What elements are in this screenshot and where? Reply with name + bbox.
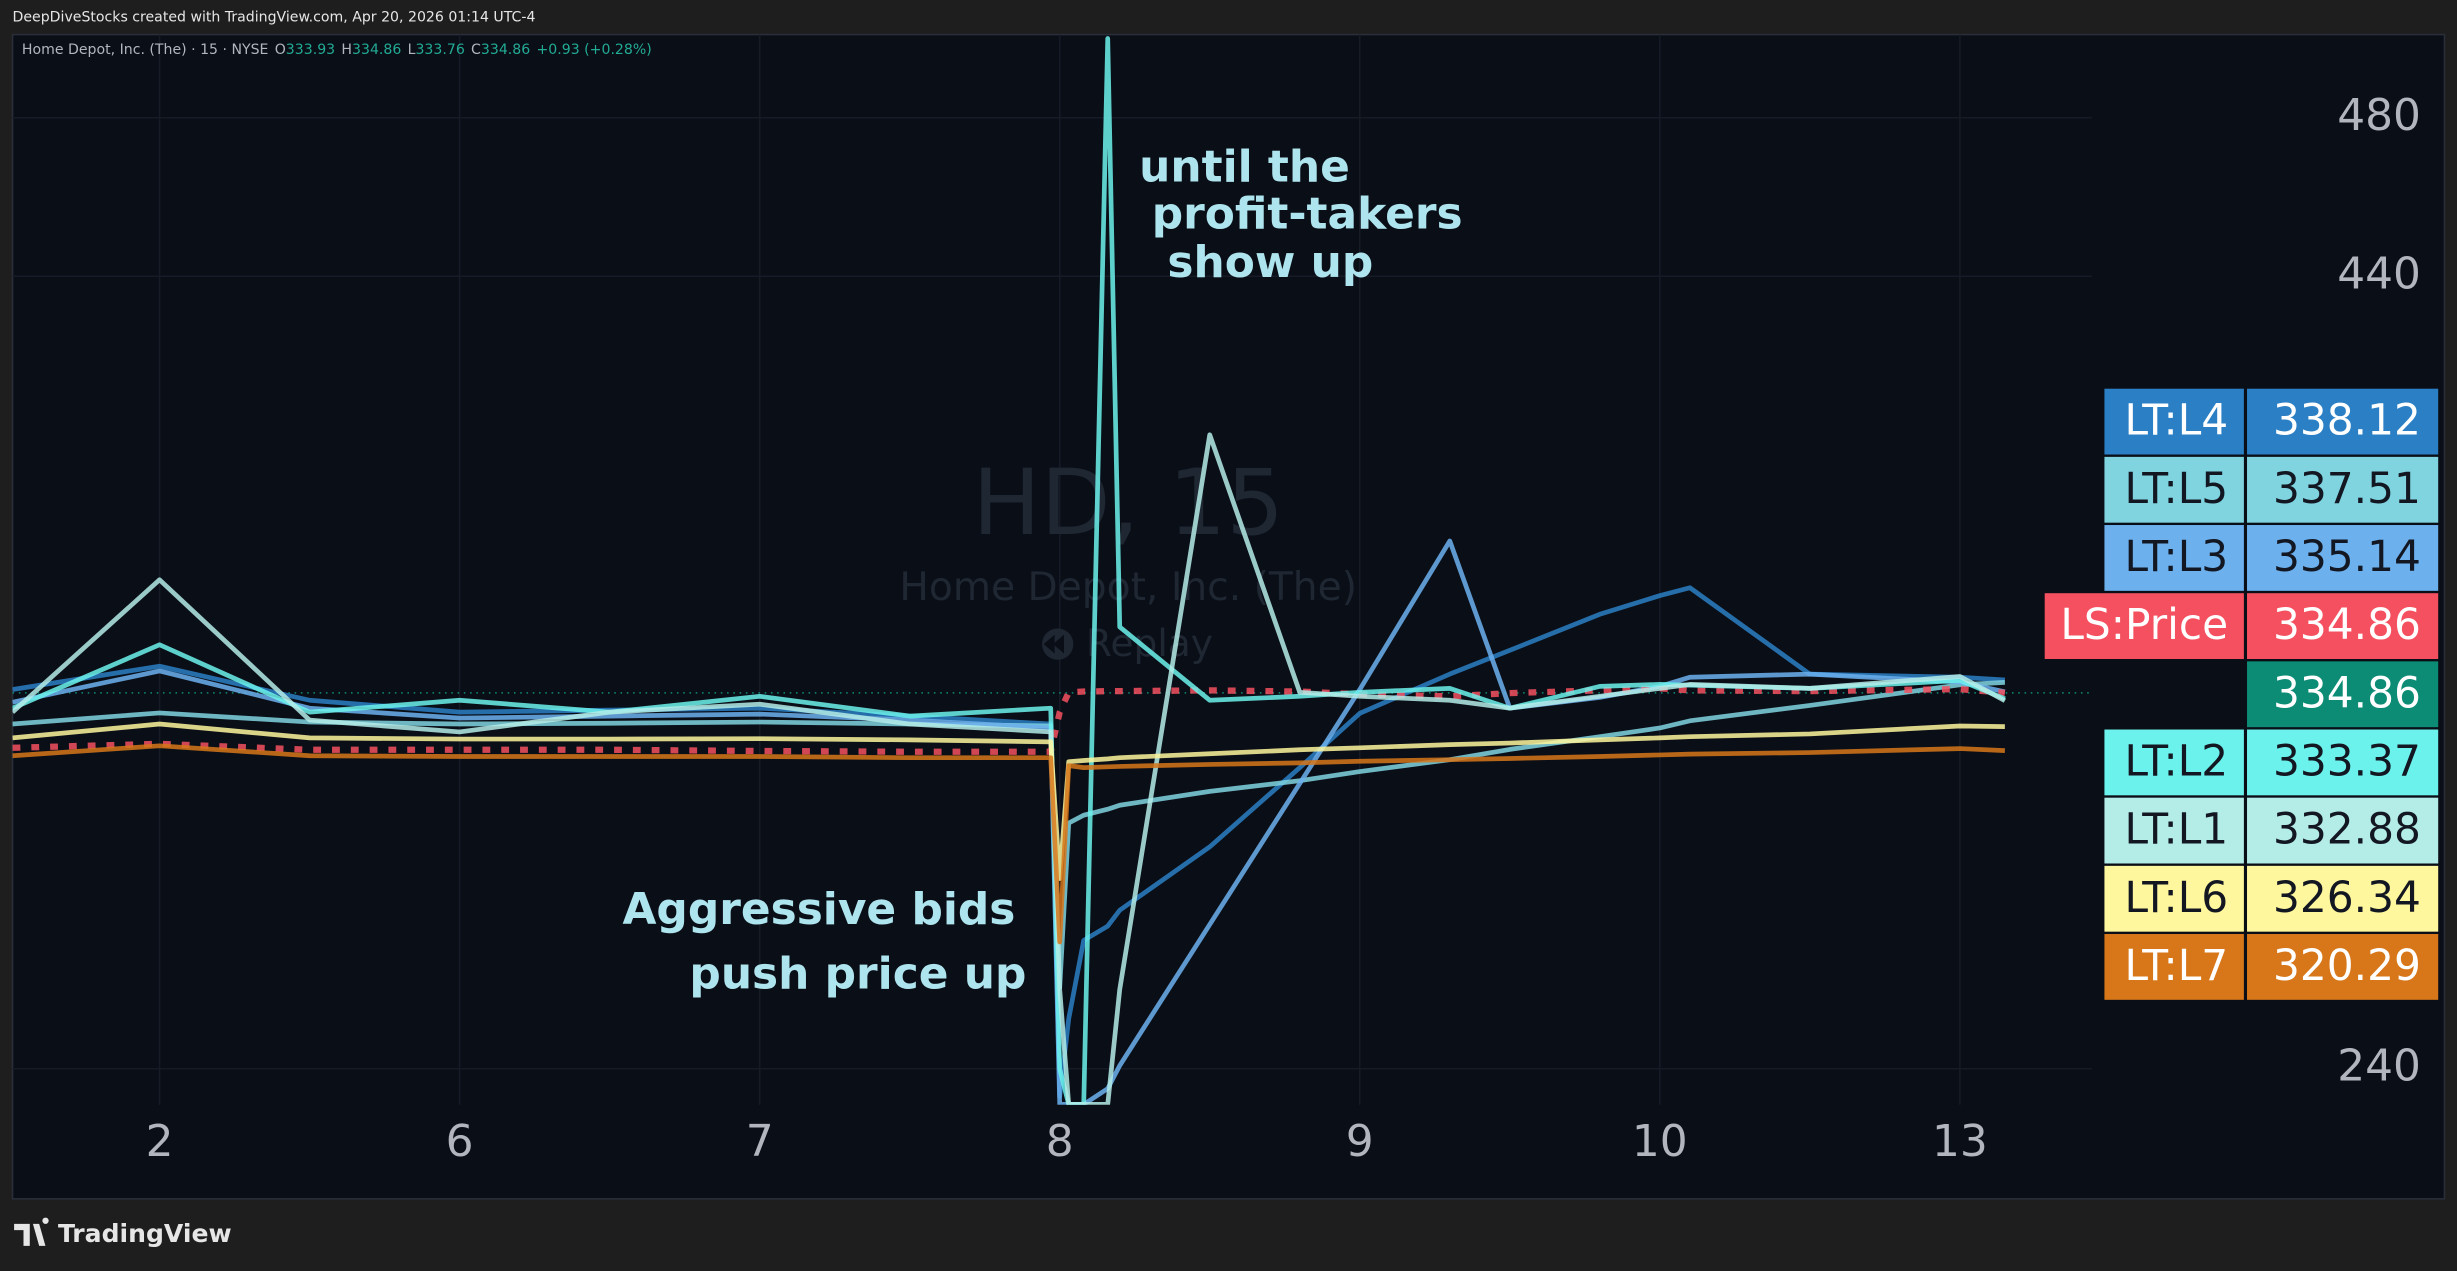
y-tick-label: 240	[2337, 1041, 2421, 1092]
logo-mark	[14, 1217, 49, 1246]
price-label-value-box	[2247, 661, 2439, 728]
x-tick-label: 8	[1046, 1116, 1074, 1167]
price-label-name-box	[2104, 729, 2244, 796]
price-label-name-box	[2104, 865, 2244, 932]
ohlc-label: L	[408, 42, 416, 58]
annotation: until the	[1139, 141, 1350, 192]
price-label-name: LT:L6	[2125, 873, 2229, 922]
series-line	[12, 743, 2005, 945]
x-tick-label: 13	[1932, 1116, 1988, 1167]
x-tick-label: 6	[446, 1116, 474, 1167]
replay-icon-arrows	[1043, 634, 1064, 654]
x-tick-label: 7	[746, 1116, 774, 1167]
price-label-value: 332.88	[2273, 805, 2421, 854]
legend-header: Home Depot, Inc. (The) · 15 · NYSE O333.9…	[22, 42, 652, 58]
series-line	[12, 432, 2006, 1105]
x-tick-label: 9	[1346, 1116, 1374, 1167]
watermark-mode: Replay	[1086, 621, 1213, 665]
watermark-name: Home Depot, Inc. (The)	[899, 565, 1357, 610]
annotation: Aggressive bids	[622, 884, 1015, 935]
logo: TradingView	[14, 1217, 232, 1248]
price-label-name: LT:L5	[2125, 464, 2229, 513]
price-label-value-box	[2247, 797, 2439, 864]
price-label-value-box	[2247, 593, 2439, 660]
price-label-value: 326.34	[2273, 873, 2421, 922]
price-labels: 338.12 LT:L4 337.51 LT:L5 335.14 LT:L3 334.86 L…	[2044, 388, 2439, 1000]
x-tick-label: 10	[1632, 1116, 1688, 1167]
price-label-name-box	[2104, 934, 2244, 1000]
ohlc-value: 333.76	[415, 42, 464, 58]
price-label-name-box	[2104, 388, 2244, 455]
price-label-name: LT:L2	[2125, 736, 2229, 785]
price-label-value-box	[2247, 865, 2439, 932]
plot	[12, 36, 2092, 1105]
ohlc-value: 334.86	[352, 42, 401, 58]
price-label-value: 320.29	[2273, 941, 2421, 990]
price-label-name-box	[2104, 525, 2244, 591]
grid	[12, 34, 2092, 1105]
brand: TradingView	[58, 1219, 232, 1248]
annotation: show up	[1167, 237, 1373, 288]
price-label-value-box	[2247, 388, 2439, 455]
price-label-name: LT:L1	[2125, 805, 2229, 854]
price-label-name-box	[2104, 797, 2244, 864]
price-label-value-box	[2247, 456, 2439, 523]
price-label-value: 335.14	[2273, 532, 2421, 581]
credit: DeepDiveStocks created with TradingView.…	[13, 9, 536, 25]
ohlc-value: 334.86	[481, 42, 530, 58]
chart-pane	[11, 33, 2446, 1200]
y-tick-label: 440	[2337, 248, 2421, 299]
price-label-value: 337.51	[2273, 464, 2421, 513]
price-label-name: LT:L4	[2125, 396, 2229, 445]
series-line	[12, 680, 2006, 990]
price-label-value-box	[2247, 525, 2439, 591]
y-tick-label: 480	[2337, 90, 2421, 141]
annotation: profit-takers	[1152, 188, 1463, 239]
watermark-symbol: HD, 15	[972, 451, 1284, 556]
ohlc-label: C	[471, 42, 481, 58]
ohlc-label: O	[275, 42, 286, 58]
price-label-value: 334.86	[2273, 600, 2421, 649]
price-label-value: 333.37	[2273, 736, 2421, 785]
ohlc-label: H	[341, 42, 352, 58]
change: +0.93 (+0.28%)	[537, 42, 652, 58]
annotation: push price up	[689, 948, 1026, 999]
price-label-value-box	[2247, 729, 2439, 796]
x-tick-label: 2	[146, 1116, 174, 1167]
series-line	[12, 36, 2006, 1105]
symbol: Home Depot, Inc. (The) · 15 · NYSE	[22, 42, 269, 58]
price-label-value: 338.12	[2273, 396, 2421, 445]
price-label-value: 334.86	[2273, 668, 2421, 717]
price-label-name-box	[2104, 456, 2244, 523]
price-label-name-box	[2044, 593, 2244, 660]
series-line	[12, 721, 2005, 881]
price-label-name: LT:L7	[2125, 941, 2229, 990]
price-label-name: LT:L3	[2125, 532, 2229, 581]
price-label-name: LS:Price	[2060, 600, 2228, 649]
ohlc-value: 333.93	[286, 42, 335, 58]
price-label-value-box	[2247, 934, 2439, 1000]
